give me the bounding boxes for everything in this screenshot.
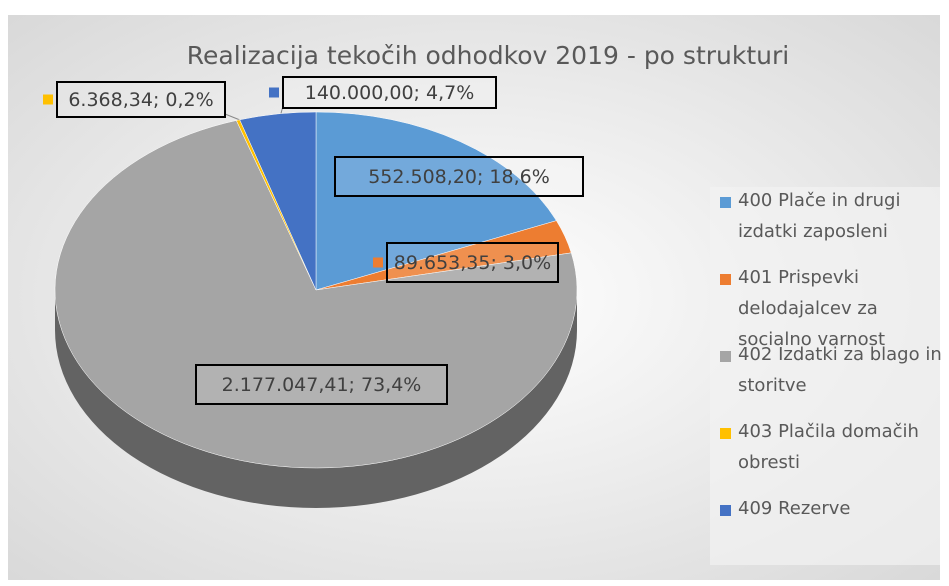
legend-swatch <box>720 197 731 208</box>
data-label-key <box>182 379 192 390</box>
data-label: 2.177.047,41; 73,4% <box>222 374 422 396</box>
legend-label: 403 Plačila domačih obresti <box>738 421 919 473</box>
data-label-key <box>321 171 331 182</box>
pie-wall <box>55 290 577 508</box>
data-label-key <box>269 87 279 98</box>
data-label-box <box>56 81 226 118</box>
legend-label: 400 Plače in drugi izdatki zaposleni <box>738 190 901 242</box>
data-label-box <box>282 76 497 109</box>
chart-title: Realizacija tekočih odhodkov 2019 - po s… <box>187 41 789 70</box>
legend-label: 402 Izdatki za blago in storitve <box>738 344 942 396</box>
data-label-box <box>386 242 559 283</box>
data-label: 140.000,00; 4,7% <box>305 82 475 104</box>
legend-label: 401 Prispevki delodajalcev za socialno v… <box>738 267 886 350</box>
legend-swatch <box>720 274 731 285</box>
legend-swatch <box>720 428 731 439</box>
legend-swatch <box>720 351 731 362</box>
data-label-key <box>373 257 383 268</box>
legend-swatch <box>720 505 731 516</box>
data-label: 89.653,35; 3,0% <box>394 252 551 274</box>
data-label: 6.368,34; 0,2% <box>68 89 213 111</box>
data-label-key <box>43 94 53 105</box>
data-label: 552.508,20; 18,6% <box>368 166 550 188</box>
pie-slice <box>239 111 317 291</box>
legend-background <box>710 187 940 565</box>
data-label-box <box>195 364 448 405</box>
legend-label: 409 Rezerve <box>738 498 851 519</box>
data-label-box <box>334 156 584 197</box>
